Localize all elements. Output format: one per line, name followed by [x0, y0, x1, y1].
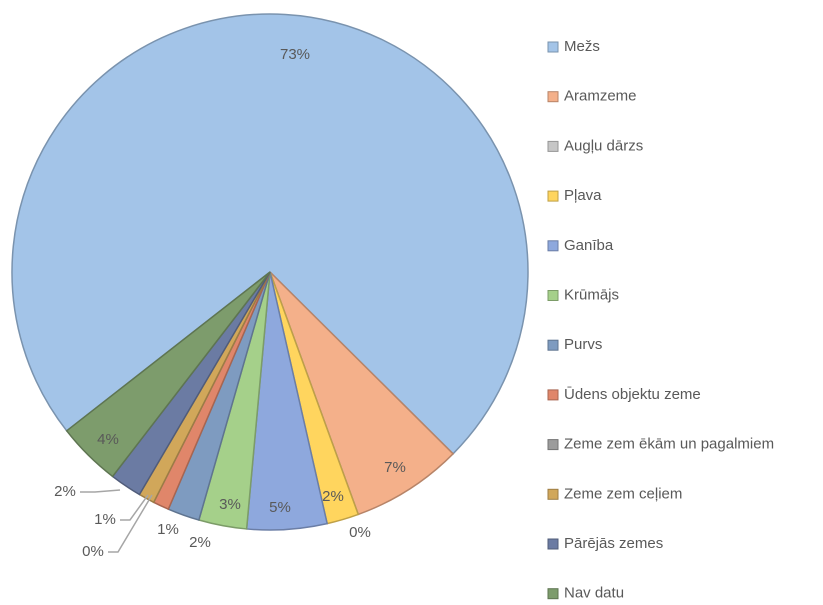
legend-swatch — [547, 488, 559, 500]
data-label: 5% — [269, 499, 291, 516]
legend-swatch — [547, 339, 559, 351]
data-label: 4% — [97, 431, 119, 448]
pie-slice — [269, 271, 455, 516]
legend-swatch — [547, 538, 559, 550]
data-label: 0% — [349, 524, 371, 541]
legend-swatch — [547, 439, 559, 451]
pie-slice — [11, 13, 529, 455]
legend-swatch — [547, 290, 559, 301]
legend-swatch — [547, 140, 559, 152]
leader-line — [108, 494, 153, 553]
legend-label: Pārējās zemes — [564, 535, 663, 552]
data-label: 2% — [189, 534, 211, 551]
legend-label: Krūmājs — [564, 286, 619, 303]
leader-line — [80, 489, 121, 493]
legend-swatch — [547, 91, 559, 103]
legend-label: Augļu dārzs — [564, 137, 643, 154]
leader-line — [120, 494, 149, 521]
legend-swatch — [547, 588, 559, 600]
legend-label: Zeme zem ēkām un pagalmiem — [564, 436, 774, 453]
legend-label: Purvs — [564, 336, 602, 353]
data-label: 7% — [384, 459, 406, 476]
data-label: 1% — [157, 521, 179, 538]
data-label: 73% — [280, 46, 310, 63]
legend-label: Ganība — [564, 237, 614, 254]
legend-swatch — [547, 190, 559, 202]
pie-slice — [65, 271, 271, 478]
data-label: 2% — [322, 488, 344, 505]
legend-label: Aramzeme — [564, 88, 637, 105]
legend-label: Pļava — [564, 187, 602, 204]
legend-label: Nav datu — [564, 585, 624, 602]
data-label: 1% — [94, 511, 116, 528]
data-label: 0% — [82, 543, 104, 560]
legend-label: Mežs — [564, 38, 600, 55]
legend-swatch — [547, 41, 559, 53]
data-label: 2% — [54, 483, 76, 500]
legend-label: Ūdens objektu zeme — [564, 386, 701, 403]
legend-label: Zeme zem ceļiem — [564, 485, 682, 502]
data-label: 3% — [219, 496, 241, 513]
legend-swatch — [547, 240, 559, 252]
legend-swatch — [547, 389, 559, 401]
